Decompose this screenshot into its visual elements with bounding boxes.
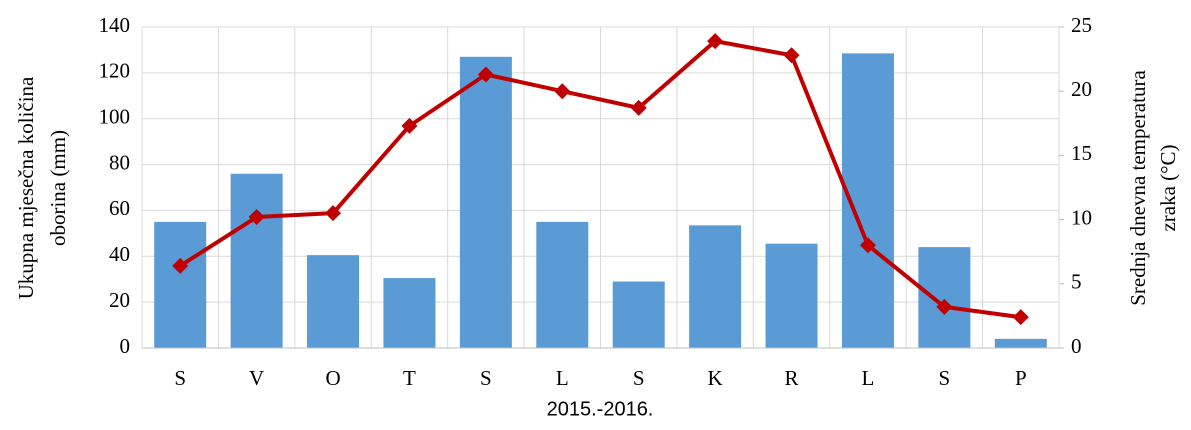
y2-tick-label: 20 [1071,77,1092,101]
y-tick-label: 140 [99,13,131,37]
x-tick-label: R [785,366,799,390]
y-tick-label: 20 [109,288,130,312]
marker [172,257,189,274]
marker [554,83,571,100]
y-tick-label: 60 [109,196,130,220]
marker [325,205,342,222]
bar [459,56,512,349]
marker [1012,309,1029,326]
y-axis-title: Ukupna mjesečna količina [14,76,38,299]
y-tick-label: 40 [109,242,130,266]
y2-tick-label: 25 [1071,13,1092,37]
x-tick-label: K [708,366,723,390]
bar [536,221,589,348]
y2-tick-label: 10 [1071,205,1092,229]
marker [477,66,494,83]
y2-tick-label: 15 [1071,141,1092,165]
x-tick-label: S [480,366,492,390]
marker [630,99,647,116]
bar [383,278,436,348]
y2-tick-label: 5 [1071,270,1082,294]
x-tick-label: O [325,366,340,390]
y2-axis-title: zraka (°C) [1156,144,1180,231]
y-tick-label: 100 [99,105,131,129]
x-tick-label: S [939,366,951,390]
bar [689,225,742,348]
x-tick-label: S [633,366,645,390]
y-tick-label: 80 [109,150,130,174]
x-tick-label: S [174,366,186,390]
y-axis-title: oborina (mm) [46,130,70,246]
y2-tick-label: 0 [1071,334,1082,358]
marker [401,117,418,134]
marker [248,209,265,226]
x-tick-label: T [403,366,416,390]
marker [783,47,800,64]
bar [994,338,1047,348]
y2-axis-title: Srednja dnevna temperatura [1126,70,1150,306]
x-tick-label: V [249,366,264,390]
y-tick-label: 0 [120,334,131,358]
bar [918,247,971,348]
marker [859,237,876,254]
bar [230,173,283,348]
x-tick-label: L [862,366,875,390]
line [179,39,1022,320]
bar [765,243,818,348]
marker [936,298,953,315]
x-axis-title: 2015.-2016. [547,398,654,420]
bar [154,221,207,348]
x-tick-label: L [556,366,569,390]
marker [707,33,724,50]
bar [307,255,360,348]
x-tick-label: P [1015,366,1027,390]
y-tick-label: 120 [99,59,131,83]
bar [612,281,665,348]
